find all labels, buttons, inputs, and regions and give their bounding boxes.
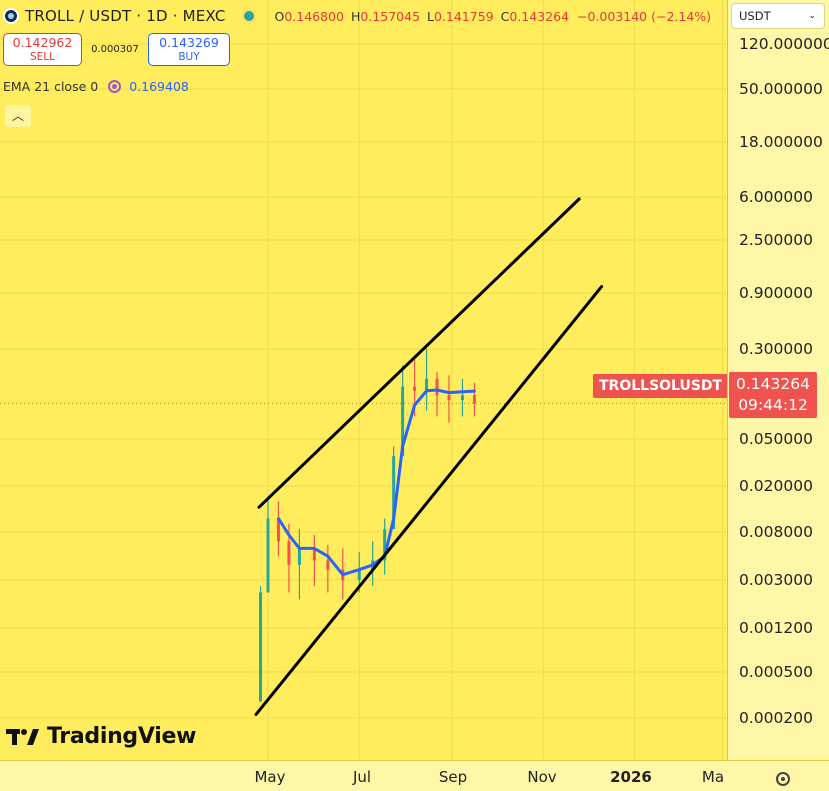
time-tick-label: May	[254, 768, 286, 786]
time-tick-label: Ma	[701, 768, 725, 786]
chart-title[interactable]: TROLL / USDT · 1D · MEXC	[25, 7, 226, 25]
price-candle	[413, 386, 417, 391]
indicator-loading-icon	[108, 80, 122, 93]
chart-legend: TROLL / USDT · 1D · MEXC O0.146800 H0.15…	[0, 6, 711, 26]
price-tick-label: 0.300000	[739, 340, 813, 358]
last-price-badge: 0.143264 09:44:12	[729, 372, 817, 418]
time-tick-label: Sep	[438, 768, 468, 786]
time-tick-label: Jul	[352, 768, 372, 786]
price-tick-label: 0.020000	[739, 477, 813, 495]
sell-label: SELL	[30, 51, 55, 63]
currency-value: USDT	[739, 9, 771, 23]
time-tick-label: Nov	[527, 768, 557, 786]
buy-price: 0.143269	[159, 35, 219, 50]
settings-gear-icon[interactable]	[776, 772, 790, 786]
price-tick-label: 0.000200	[739, 709, 813, 727]
price-tick-label: 0.000500	[739, 663, 813, 681]
sell-price: 0.142962	[12, 35, 73, 50]
price-candle	[447, 395, 451, 401]
symbol-logo-icon	[3, 8, 19, 24]
price-candle	[401, 386, 405, 457]
price-candle	[460, 395, 464, 401]
trade-panel: 0.142962 SELL 0.000307 0.143269 BUY	[3, 33, 230, 66]
tradingview-logo-text: TradingView	[47, 724, 197, 749]
close-key: C	[500, 8, 510, 24]
price-candle	[472, 395, 476, 404]
price-tick-label: 50.000000	[739, 80, 823, 98]
price-candle	[312, 548, 316, 561]
tradingview-logo[interactable]: TradingView	[6, 724, 196, 749]
time-axis[interactable]	[0, 760, 829, 791]
bar-countdown: 09:44:12	[738, 396, 808, 414]
tradingview-logo-icon	[6, 728, 39, 745]
high-value: 0.157045	[360, 8, 421, 24]
price-candle	[326, 560, 330, 570]
price-candle	[259, 592, 263, 702]
price-tick-label: 18.000000	[739, 133, 823, 151]
price-tick-label: 0.050000	[739, 430, 813, 448]
ohlc-values: O0.146800 H0.157045 L0.141759 C0.143264 …	[272, 9, 712, 24]
price-tick-label: 0.900000	[739, 284, 813, 302]
indicator-legend[interactable]: EMA 21 close 0 0.169408	[3, 79, 189, 94]
open-key: O	[274, 8, 285, 24]
price-tick-label: 6.000000	[739, 188, 813, 206]
chart-pane[interactable]: TROLL / USDT · 1D · MEXC O0.146800 H0.15…	[0, 0, 729, 760]
buy-button[interactable]: 0.143269 BUY	[148, 33, 230, 66]
price-candle	[425, 378, 429, 391]
channel-upper-trendline	[257, 197, 581, 509]
channel-lower-trendline	[254, 285, 604, 716]
price-candle	[435, 378, 439, 396]
low-value: 0.141759	[434, 8, 494, 24]
price-tick-label: 2.500000	[739, 231, 813, 249]
market-status-icon	[243, 11, 254, 21]
price-candle	[392, 456, 396, 530]
low-key: L	[427, 8, 434, 24]
price-chart[interactable]	[0, 0, 727, 760]
price-candle	[287, 541, 291, 565]
currency-select[interactable]: USDT ⌄	[731, 3, 825, 29]
sell-button[interactable]: 0.142962 SELL	[3, 33, 82, 66]
change-value: −0.003140 (−2.14%)	[577, 8, 712, 24]
collapse-legend-button[interactable]: ︿	[5, 105, 31, 127]
open-value: 0.146800	[284, 8, 344, 24]
price-tick-label: 0.003000	[739, 571, 813, 589]
indicator-value: 0.169408	[129, 79, 189, 94]
high-key: H	[350, 8, 361, 24]
symbol-price-label: TROLLSOLUSDT	[593, 374, 729, 398]
buy-label: BUY	[178, 51, 200, 63]
price-candle	[266, 518, 270, 593]
price-candle	[357, 569, 361, 581]
chevron-down-icon: ⌄	[808, 11, 816, 21]
last-price-value: 0.143264	[736, 375, 810, 393]
price-tick-label: 120.000000	[739, 35, 829, 53]
spread-value: 0.000307	[91, 44, 139, 55]
time-tick-label: 2026	[610, 768, 652, 786]
indicator-label[interactable]: EMA 21 close 0	[3, 79, 99, 94]
price-candle	[383, 529, 387, 561]
price-candle	[297, 548, 301, 565]
close-value: 0.143264	[509, 8, 570, 24]
chevron-up-icon: ︿	[11, 109, 24, 123]
price-tick-label: 0.008000	[739, 523, 813, 541]
price-tick-label: 0.001200	[739, 619, 813, 637]
price-candle	[276, 518, 280, 542]
